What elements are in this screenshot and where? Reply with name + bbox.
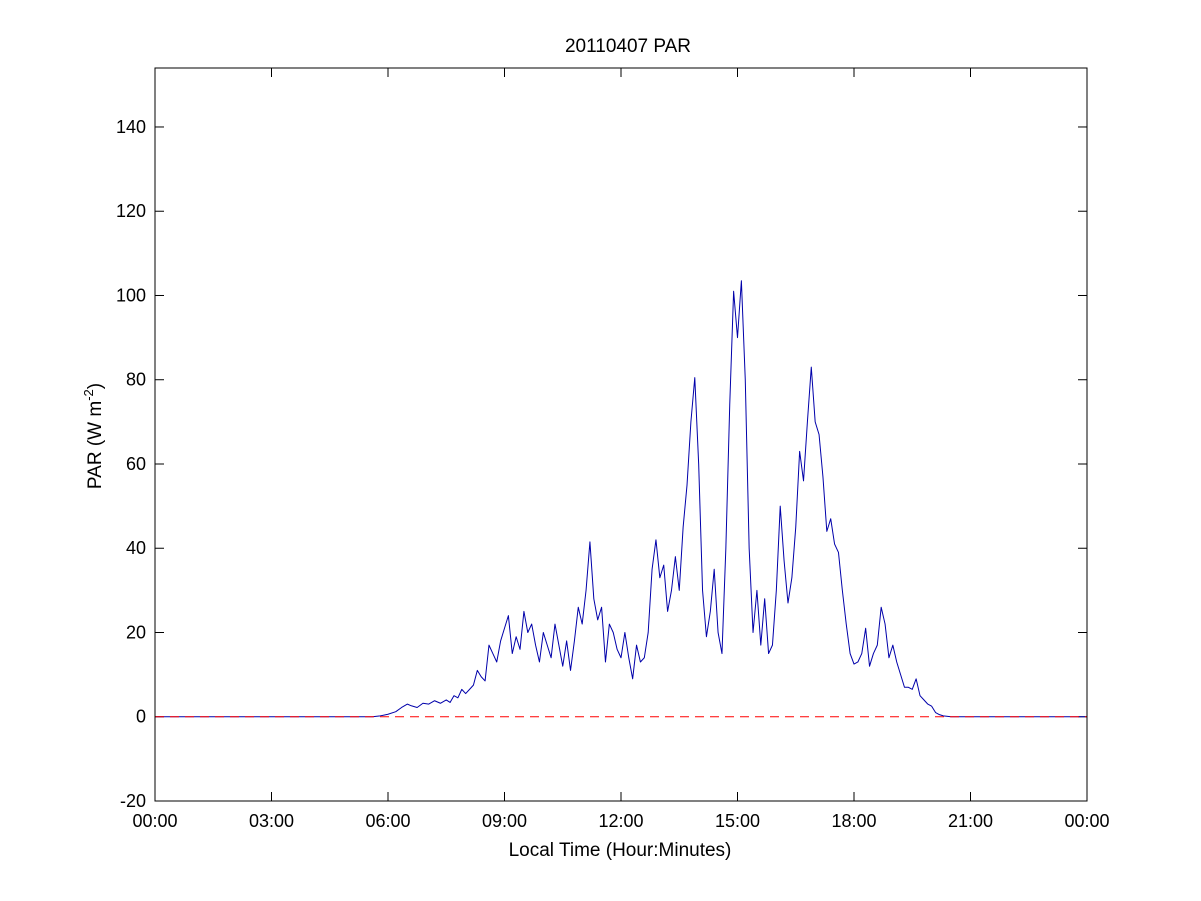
chart-title: 20110407 PAR bbox=[565, 36, 691, 57]
y-axis-label-superscript: -2 bbox=[81, 389, 96, 401]
y-tick-label: 120 bbox=[116, 201, 146, 221]
x-tick-label: 03:00 bbox=[249, 811, 294, 831]
y-tick-label: 80 bbox=[126, 370, 146, 390]
axis-ticks bbox=[154, 68, 1088, 802]
y-tick-label: 40 bbox=[126, 538, 146, 558]
x-tick-label: 00:00 bbox=[132, 811, 177, 831]
series-line-0 bbox=[155, 280, 1087, 718]
x-tick-label: 06:00 bbox=[365, 811, 410, 831]
y-axis-label: PAR (W m-2) bbox=[81, 383, 106, 489]
y-axis-label-prefix: PAR (W m bbox=[85, 401, 106, 489]
x-axis-label: Local Time (Hour:Minutes) bbox=[509, 840, 732, 861]
plot-frame bbox=[154, 67, 1088, 802]
x-tick-label: 09:00 bbox=[482, 811, 527, 831]
y-tick-label: 0 bbox=[136, 707, 146, 727]
x-tick-label: 18:00 bbox=[831, 811, 876, 831]
y-tick-label: 140 bbox=[116, 117, 146, 137]
x-tick-label: 15:00 bbox=[715, 811, 760, 831]
y-tick-label: 20 bbox=[126, 622, 146, 642]
y-tick-label: 60 bbox=[126, 454, 146, 474]
x-tick-label: 12:00 bbox=[598, 811, 643, 831]
x-tick-label: 00:00 bbox=[1064, 811, 1109, 831]
y-axis-label-group: PAR (W m-2) bbox=[81, 383, 106, 489]
plot-content bbox=[155, 280, 1087, 718]
axis-tick-labels: 00:00 03:00 06:00 09:00 12:00 15:00 18:00 21:00… bbox=[116, 117, 1110, 831]
y-tick-label: 100 bbox=[116, 285, 146, 305]
y-axis-label-suffix: ) bbox=[85, 383, 106, 389]
y-tick-label: -20 bbox=[120, 791, 146, 811]
x-tick-label: 21:00 bbox=[948, 811, 993, 831]
